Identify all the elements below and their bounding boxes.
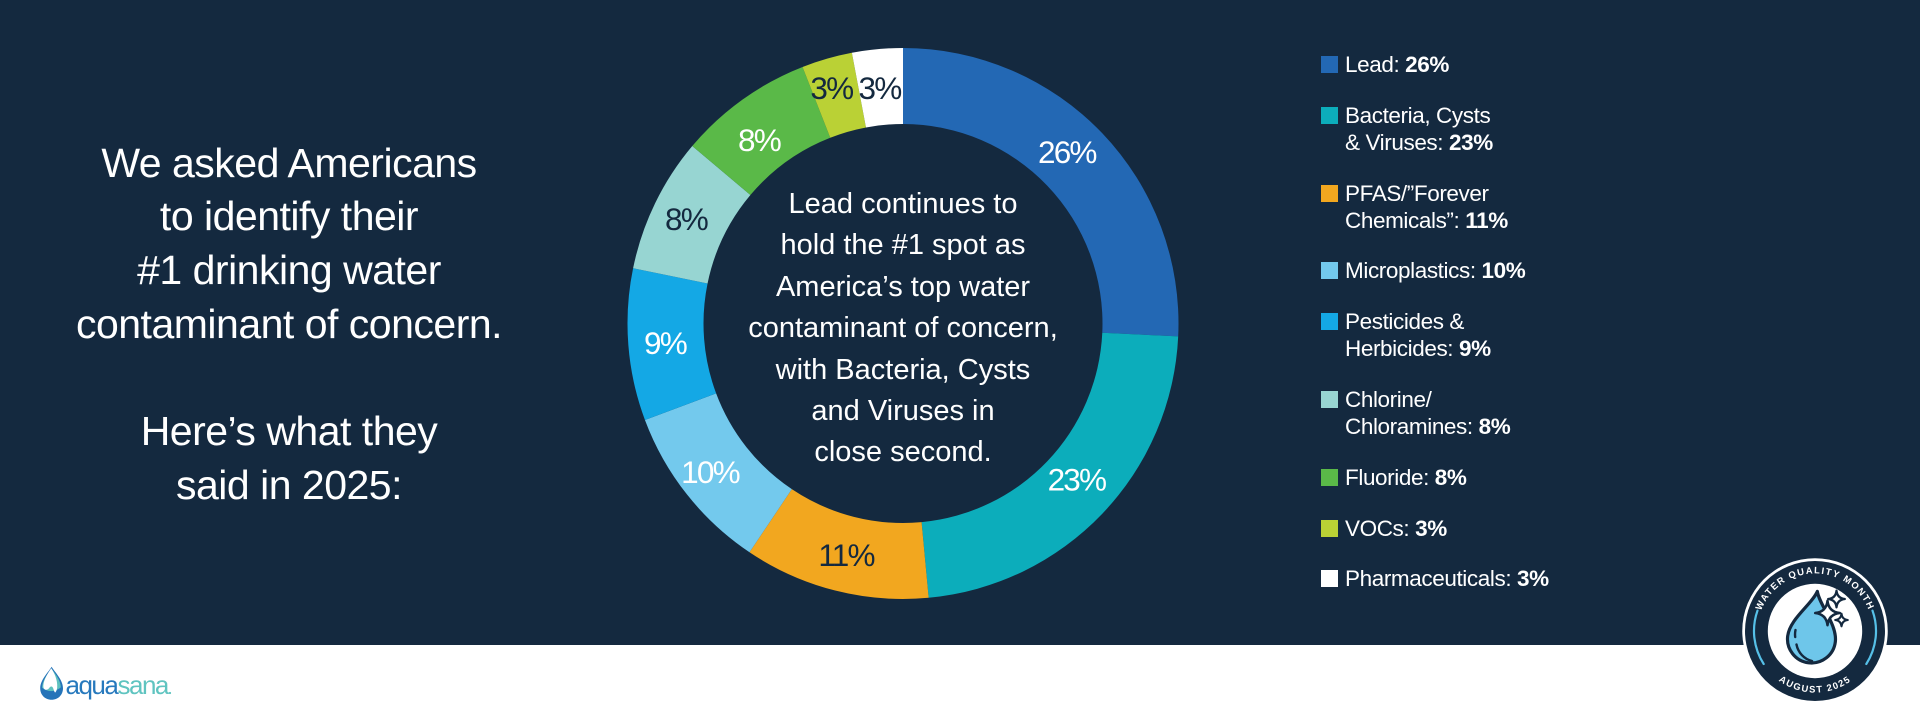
svg-text:23%: 23% (1048, 462, 1106, 498)
svg-text:8%: 8% (738, 122, 781, 158)
svg-text:3%: 3% (810, 70, 853, 106)
svg-text:10%: 10% (681, 454, 739, 490)
svg-text:aqua: aqua (66, 670, 120, 700)
svg-text:26%: 26% (1038, 134, 1096, 170)
svg-text:3%: 3% (859, 70, 902, 106)
svg-text:sana: sana (118, 670, 170, 700)
svg-text:9%: 9% (644, 325, 687, 361)
svg-text:8%: 8% (665, 201, 708, 237)
svg-text:11%: 11% (818, 537, 874, 573)
